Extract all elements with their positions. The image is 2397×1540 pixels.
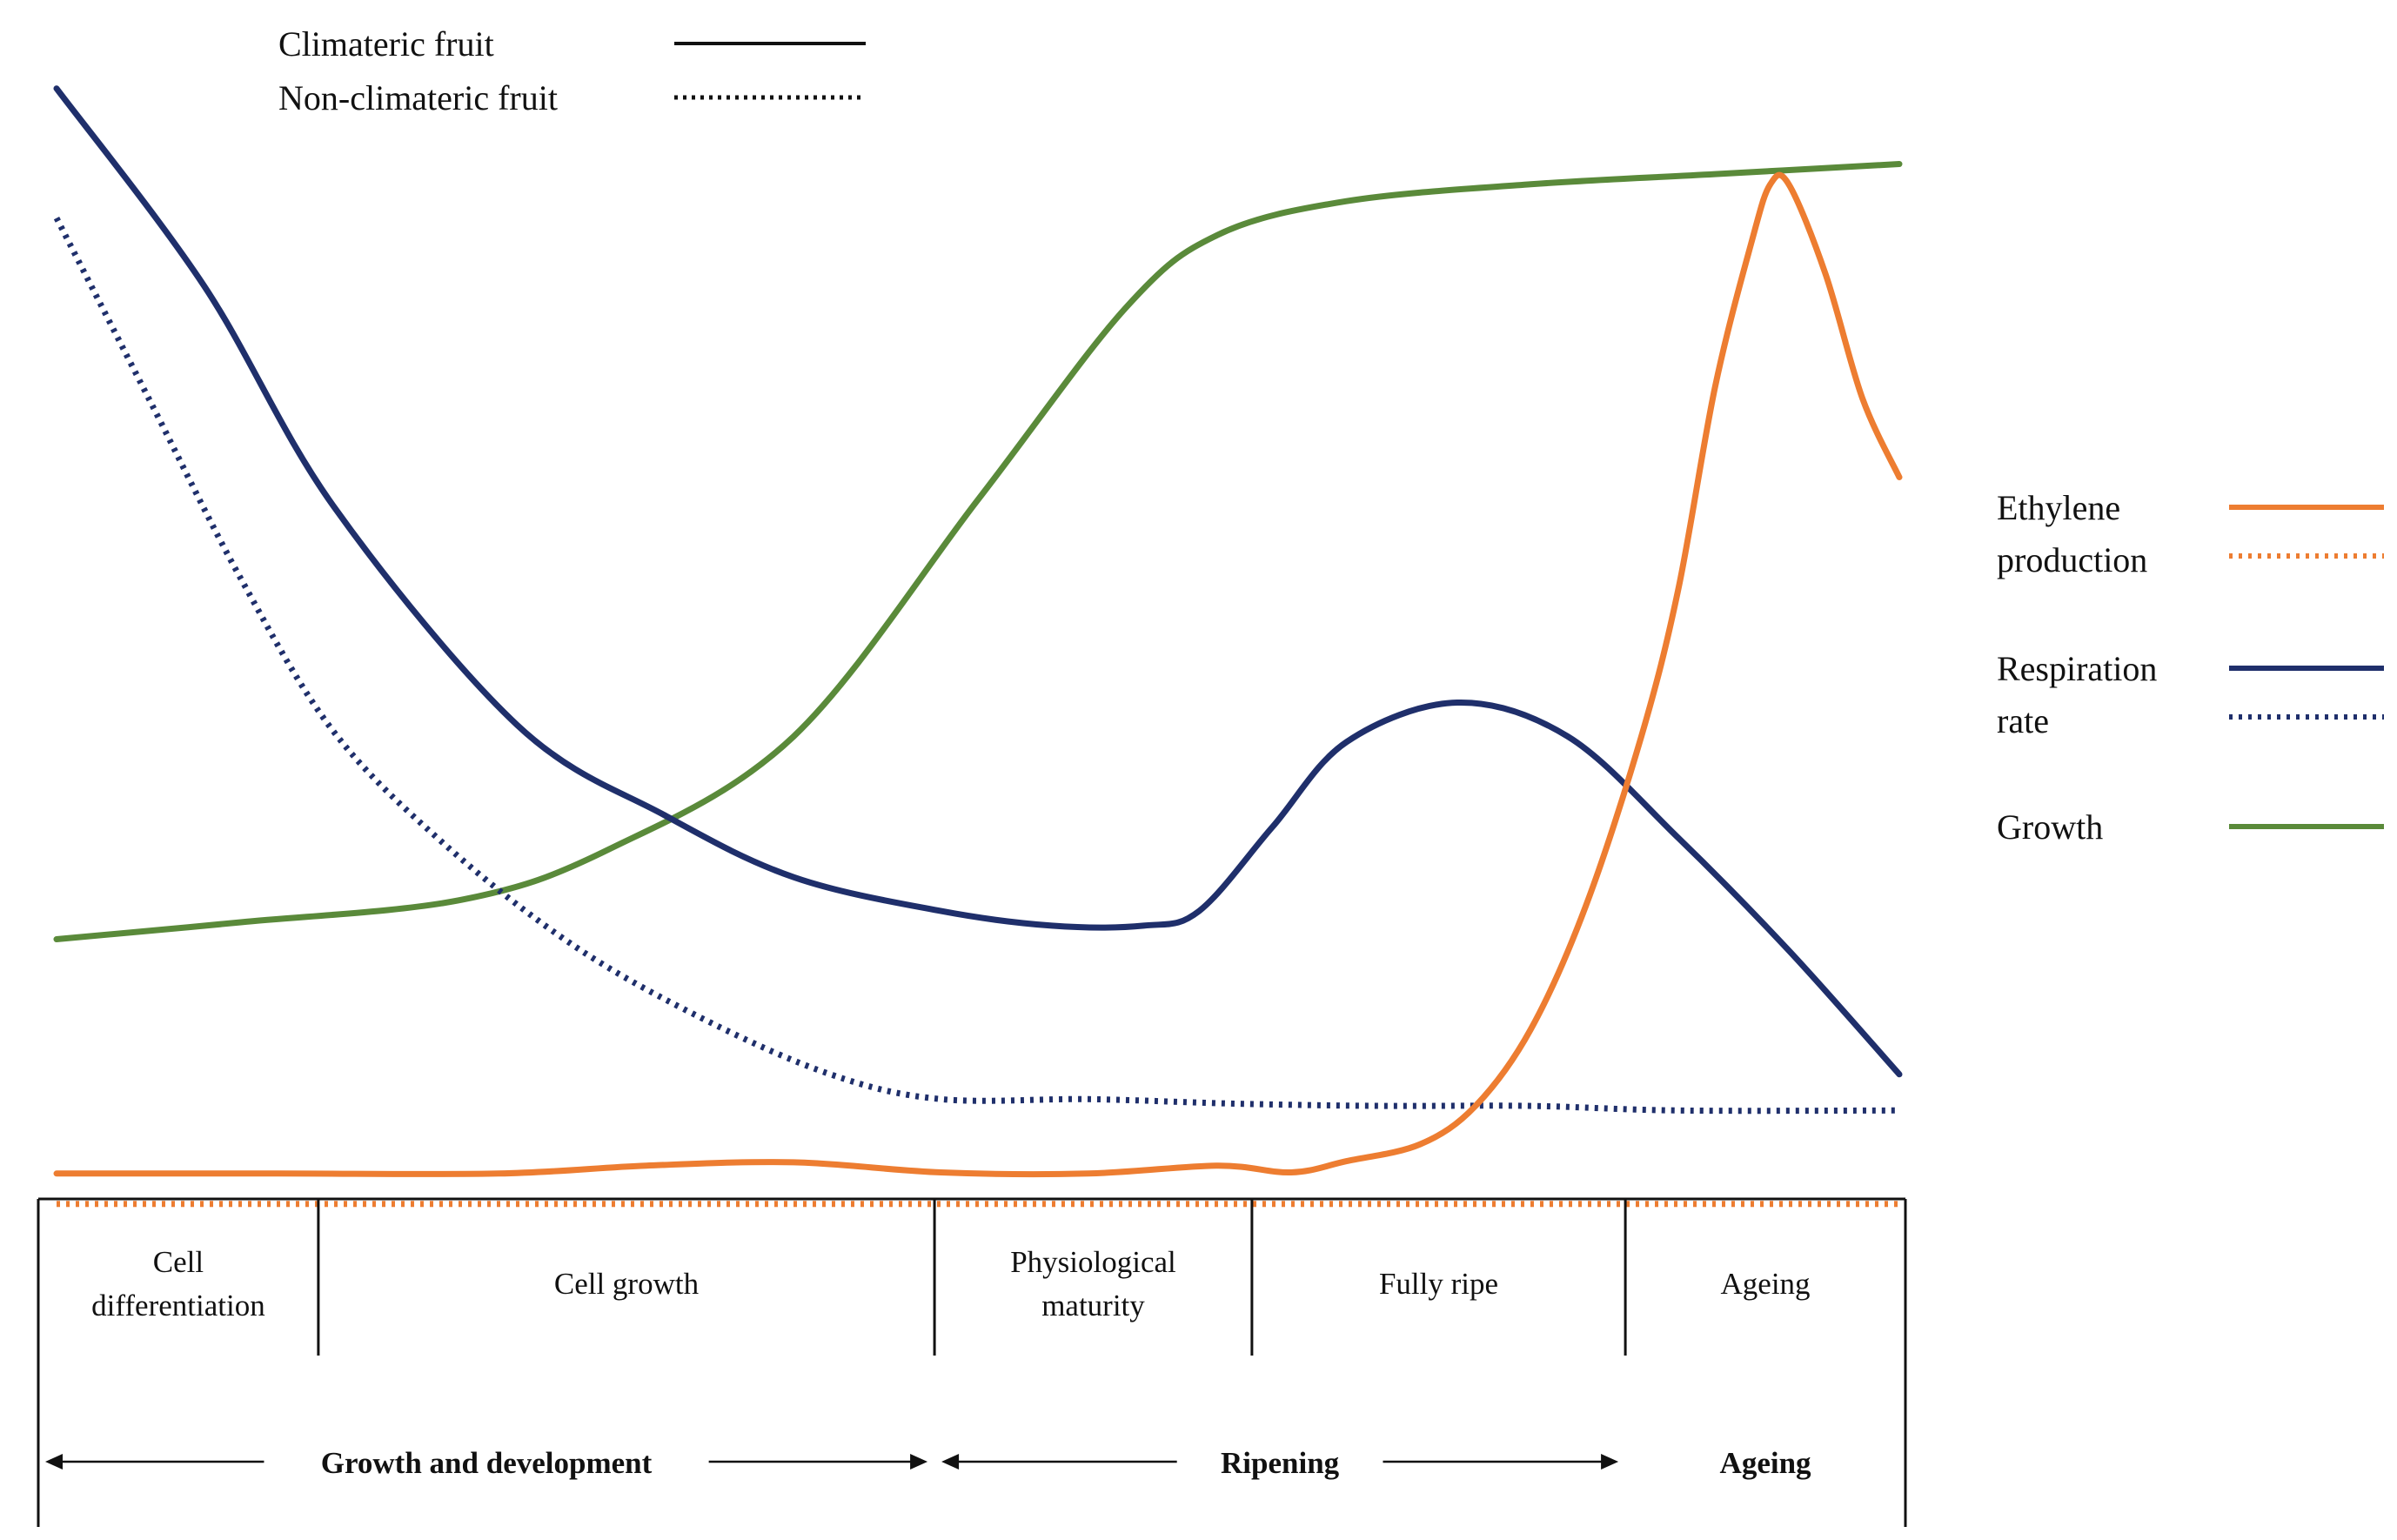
stage-label: Ageing — [1721, 1267, 1811, 1301]
legend-label: Respiration rate — [1997, 649, 2157, 740]
phase-label: Ageing — [1720, 1446, 1812, 1480]
arrow-head — [1601, 1454, 1619, 1470]
phase-label: Ripening — [1221, 1446, 1340, 1480]
stage-table: Cell differentiation Cell growth Physiologi… — [37, 1197, 1907, 1527]
growth-line — [53, 161, 1903, 942]
respiration-non-climacteric-line — [53, 217, 1900, 1115]
ethylene-climacteric-line — [53, 171, 1903, 1178]
arrow-head — [910, 1454, 928, 1470]
stage-label: Cell differentiation — [91, 1245, 265, 1322]
legend-label: Growth — [1997, 807, 2103, 847]
legend-label: Climateric fruit — [278, 24, 494, 64]
stage-label: Fully ripe — [1379, 1267, 1498, 1301]
stage-label: Physiological maturity — [1010, 1245, 1176, 1322]
fruit-type-legend: Climateric fruit Non-climateric fruit — [278, 24, 866, 117]
arrow-head — [941, 1454, 960, 1470]
arrow-head — [45, 1454, 63, 1470]
respiration-climacteric-line — [53, 85, 1903, 1078]
phase-label: Growth and development — [321, 1446, 653, 1480]
legend-label: Ethylene production — [1997, 488, 2147, 579]
variable-legend: Ethylene production Respiration rate Growth — [1997, 488, 2384, 847]
plot-curves — [53, 85, 1903, 1208]
stage-label: Cell growth — [554, 1267, 700, 1301]
legend-label: Non-climateric fruit — [278, 78, 558, 117]
